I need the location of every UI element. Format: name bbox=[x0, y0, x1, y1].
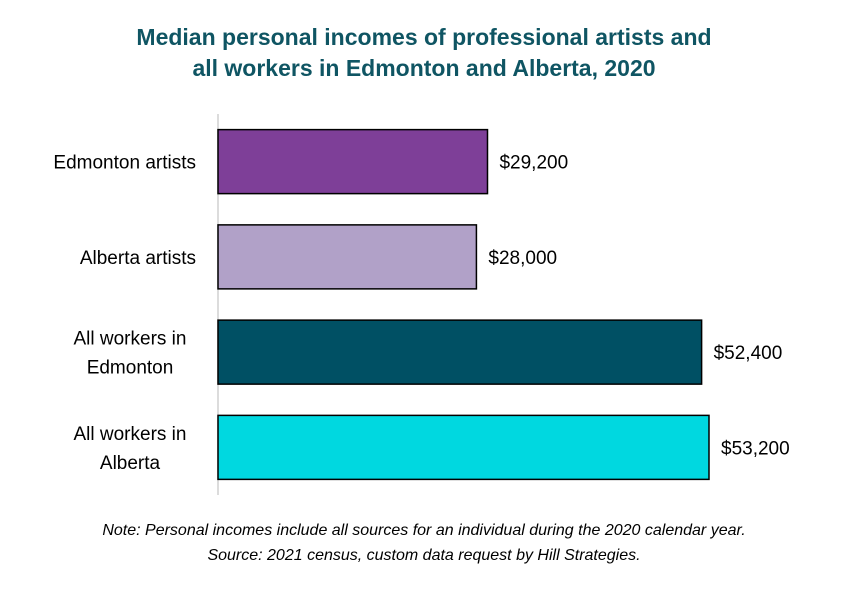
value-label-0: $29,200 bbox=[499, 153, 568, 174]
chart-title-line-1: Median personal incomes of professional … bbox=[136, 24, 712, 50]
value-label-1: $28,000 bbox=[488, 248, 557, 269]
category-label-2: All workers in Edmonton bbox=[74, 329, 187, 379]
note-text: Note: Personal incomes include all sourc… bbox=[102, 522, 746, 539]
bar-0 bbox=[217, 128, 489, 195]
chart-title-line-2: all workers in Edmonton and Alberta, 202… bbox=[192, 55, 656, 81]
category-label-3: All workers in Alberta bbox=[74, 424, 187, 474]
bar-3 bbox=[217, 414, 710, 481]
category-label-0: Edmonton artists bbox=[53, 153, 196, 174]
bar-2 bbox=[217, 319, 703, 385]
value-label-3: $53,200 bbox=[721, 438, 790, 459]
chart-notes: Note: Personal incomes include all sourc… bbox=[0, 518, 848, 568]
source-text: Source: 2021 census, custom data request… bbox=[207, 547, 641, 564]
category-label-1: Alberta artists bbox=[80, 248, 196, 269]
bar-1 bbox=[217, 224, 478, 290]
value-label-2: $52,400 bbox=[714, 343, 783, 364]
bar-chart: $29,200 Edmonton artists $28,000 Alberta ar… bbox=[53, 114, 790, 495]
chart-title: Median personal incomes of professional … bbox=[0, 22, 848, 84]
